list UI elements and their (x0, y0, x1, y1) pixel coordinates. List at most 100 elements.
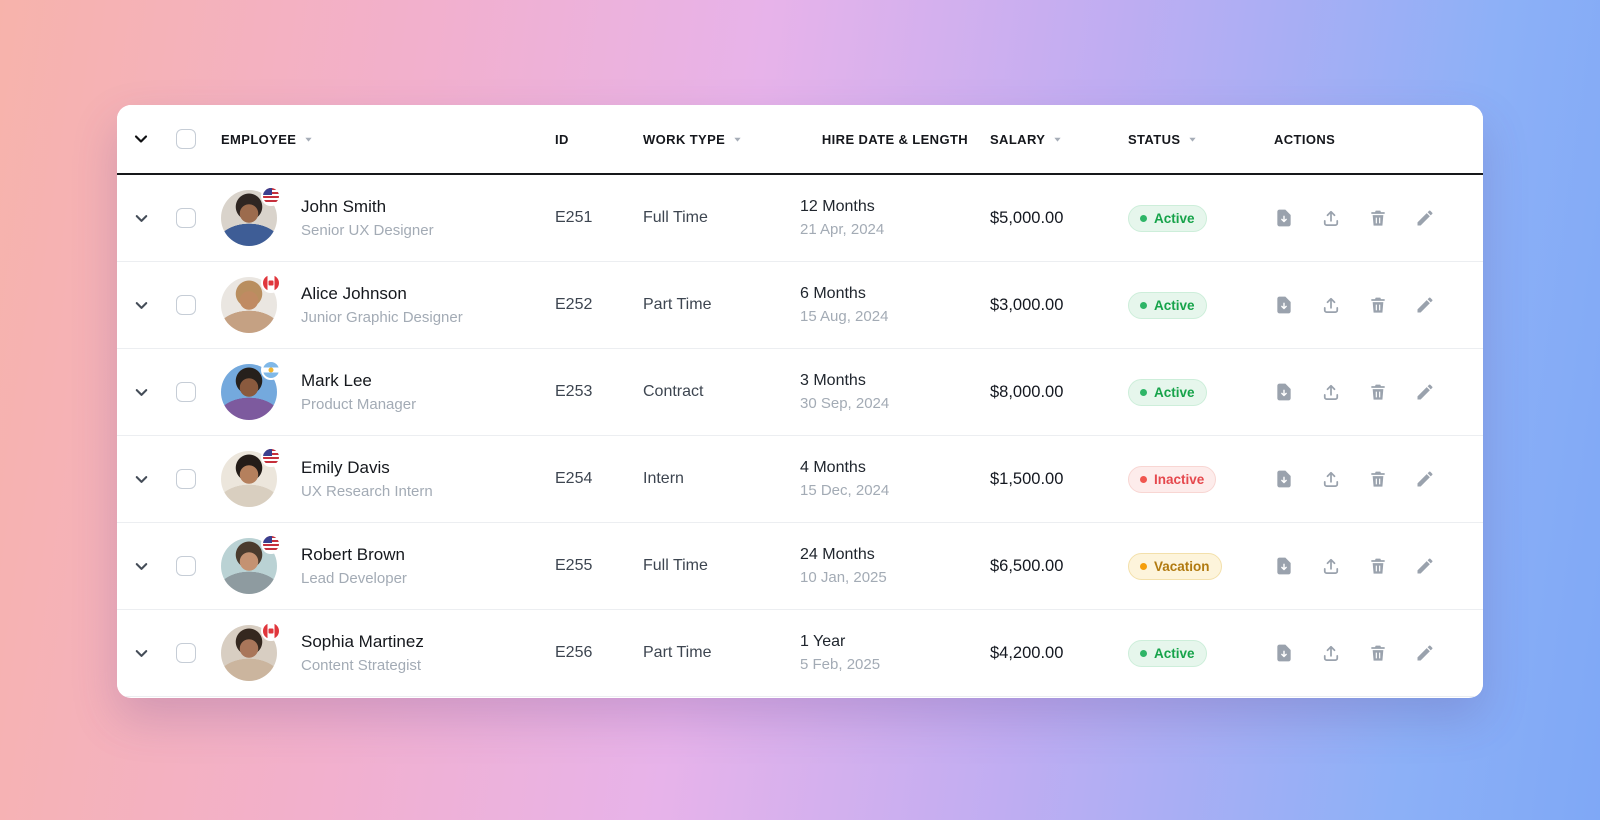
edit-button[interactable] (1415, 295, 1435, 315)
select-all-checkbox[interactable] (176, 129, 196, 149)
table-row: John Smith Senior UX Designer E251 Full … (117, 175, 1483, 262)
status-badge: Vacation (1128, 552, 1222, 580)
download-file-button[interactable] (1274, 469, 1294, 489)
table-header-row: EMPLOYEE ID WORK TYPE HIRE DATE & LENGTH… (117, 105, 1483, 175)
status-label: Active (1154, 210, 1195, 226)
status-dot-icon (1140, 562, 1147, 570)
upload-button[interactable] (1321, 643, 1341, 663)
row-expand-chevron-icon[interactable] (132, 644, 151, 663)
employee-name: John Smith (301, 197, 387, 216)
column-header-status[interactable]: STATUS (1128, 131, 1181, 147)
avatar (221, 273, 281, 333)
employee-name: Mark Lee (301, 371, 372, 390)
avatar (221, 534, 281, 594)
sort-caret-icon[interactable] (302, 133, 315, 146)
status-badge: Active (1128, 204, 1207, 232)
column-header-work-type[interactable]: WORK TYPE (643, 131, 726, 147)
row-checkbox[interactable] (176, 556, 196, 576)
delete-button[interactable] (1368, 382, 1388, 402)
hire-date: 5 Feb, 2025 (800, 656, 881, 673)
salary-value: $3,000.00 (990, 295, 1064, 314)
status-badge: Inactive (1128, 465, 1217, 493)
table-row: Robert Brown Lead Developer E255 Full Ti… (117, 523, 1483, 610)
delete-button[interactable] (1368, 208, 1388, 228)
download-file-button[interactable] (1274, 382, 1294, 402)
employee-role: Senior UX Designer (301, 222, 434, 239)
employee-name: Robert Brown (301, 545, 405, 564)
delete-button[interactable] (1368, 556, 1388, 576)
row-checkbox[interactable] (176, 643, 196, 663)
country-flag-icon (261, 360, 281, 380)
avatar-photo (221, 364, 277, 420)
edit-button[interactable] (1415, 643, 1435, 663)
status-label: Inactive (1154, 471, 1205, 487)
edit-button[interactable] (1415, 469, 1435, 489)
sort-caret-icon[interactable] (731, 133, 744, 146)
salary-value: $5,000.00 (990, 208, 1064, 227)
column-header-employee[interactable]: EMPLOYEE (221, 131, 297, 147)
avatar (221, 621, 281, 681)
delete-button[interactable] (1368, 295, 1388, 315)
delete-button[interactable] (1368, 469, 1388, 489)
row-checkbox[interactable] (176, 382, 196, 402)
row-checkbox[interactable] (176, 469, 196, 489)
status-dot-icon (1140, 301, 1147, 309)
download-file-button[interactable] (1274, 556, 1294, 576)
employee-role: Junior Graphic Designer (301, 309, 463, 326)
avatar (221, 360, 281, 420)
work-type: Part Time (643, 644, 712, 661)
expand-all-chevron-icon[interactable] (131, 129, 151, 149)
column-header-hire-date: HIRE DATE & LENGTH (821, 131, 969, 147)
employee-role: UX Research Intern (301, 483, 433, 500)
employee-id: E252 (555, 296, 593, 313)
country-flag-icon (261, 447, 281, 467)
status-label: Vacation (1154, 558, 1210, 574)
row-expand-chevron-icon[interactable] (132, 209, 151, 228)
employee-id: E251 (555, 209, 593, 226)
edit-button[interactable] (1415, 208, 1435, 228)
row-expand-chevron-icon[interactable] (132, 470, 151, 489)
status-dot-icon (1140, 649, 1147, 657)
employee-table-card: EMPLOYEE ID WORK TYPE HIRE DATE & LENGTH… (117, 105, 1483, 698)
upload-button[interactable] (1321, 382, 1341, 402)
status-dot-icon (1140, 388, 1147, 396)
row-checkbox[interactable] (176, 295, 196, 315)
upload-button[interactable] (1321, 556, 1341, 576)
upload-button[interactable] (1321, 208, 1341, 228)
edit-button[interactable] (1415, 382, 1435, 402)
row-expand-chevron-icon[interactable] (132, 557, 151, 576)
status-dot-icon (1140, 475, 1147, 483)
hire-length: 6 Months (800, 285, 866, 302)
status-label: Active (1154, 384, 1195, 400)
work-type: Intern (643, 470, 684, 487)
row-expand-chevron-icon[interactable] (132, 296, 151, 315)
status-badge: Active (1128, 378, 1207, 406)
hire-length: 1 Year (800, 633, 846, 650)
hire-length: 24 Months (800, 546, 875, 563)
employee-id: E254 (555, 470, 593, 487)
row-expand-chevron-icon[interactable] (132, 383, 151, 402)
status-badge: Active (1128, 639, 1207, 667)
upload-button[interactable] (1321, 469, 1341, 489)
download-file-button[interactable] (1274, 643, 1294, 663)
hire-date: 15 Aug, 2024 (800, 308, 889, 325)
employee-id: E255 (555, 557, 593, 574)
work-type: Contract (643, 383, 704, 400)
status-dot-icon (1140, 214, 1147, 222)
download-file-button[interactable] (1274, 208, 1294, 228)
column-header-salary[interactable]: SALARY (990, 131, 1046, 147)
table-row: Mark Lee Product Manager E253 Contract 3… (117, 349, 1483, 436)
edit-button[interactable] (1415, 556, 1435, 576)
employee-name: Sophia Martinez (301, 632, 424, 651)
sort-caret-icon[interactable] (1051, 133, 1064, 146)
employee-id: E253 (555, 383, 593, 400)
table-row: Alice Johnson Junior Graphic Designer E2… (117, 262, 1483, 349)
salary-value: $1,500.00 (990, 469, 1064, 488)
table-row: Emily Davis UX Research Intern E254 Inte… (117, 436, 1483, 523)
upload-button[interactable] (1321, 295, 1341, 315)
sort-caret-icon[interactable] (1186, 133, 1199, 146)
column-header-actions: ACTIONS (1274, 131, 1336, 147)
delete-button[interactable] (1368, 643, 1388, 663)
download-file-button[interactable] (1274, 295, 1294, 315)
row-checkbox[interactable] (176, 208, 196, 228)
